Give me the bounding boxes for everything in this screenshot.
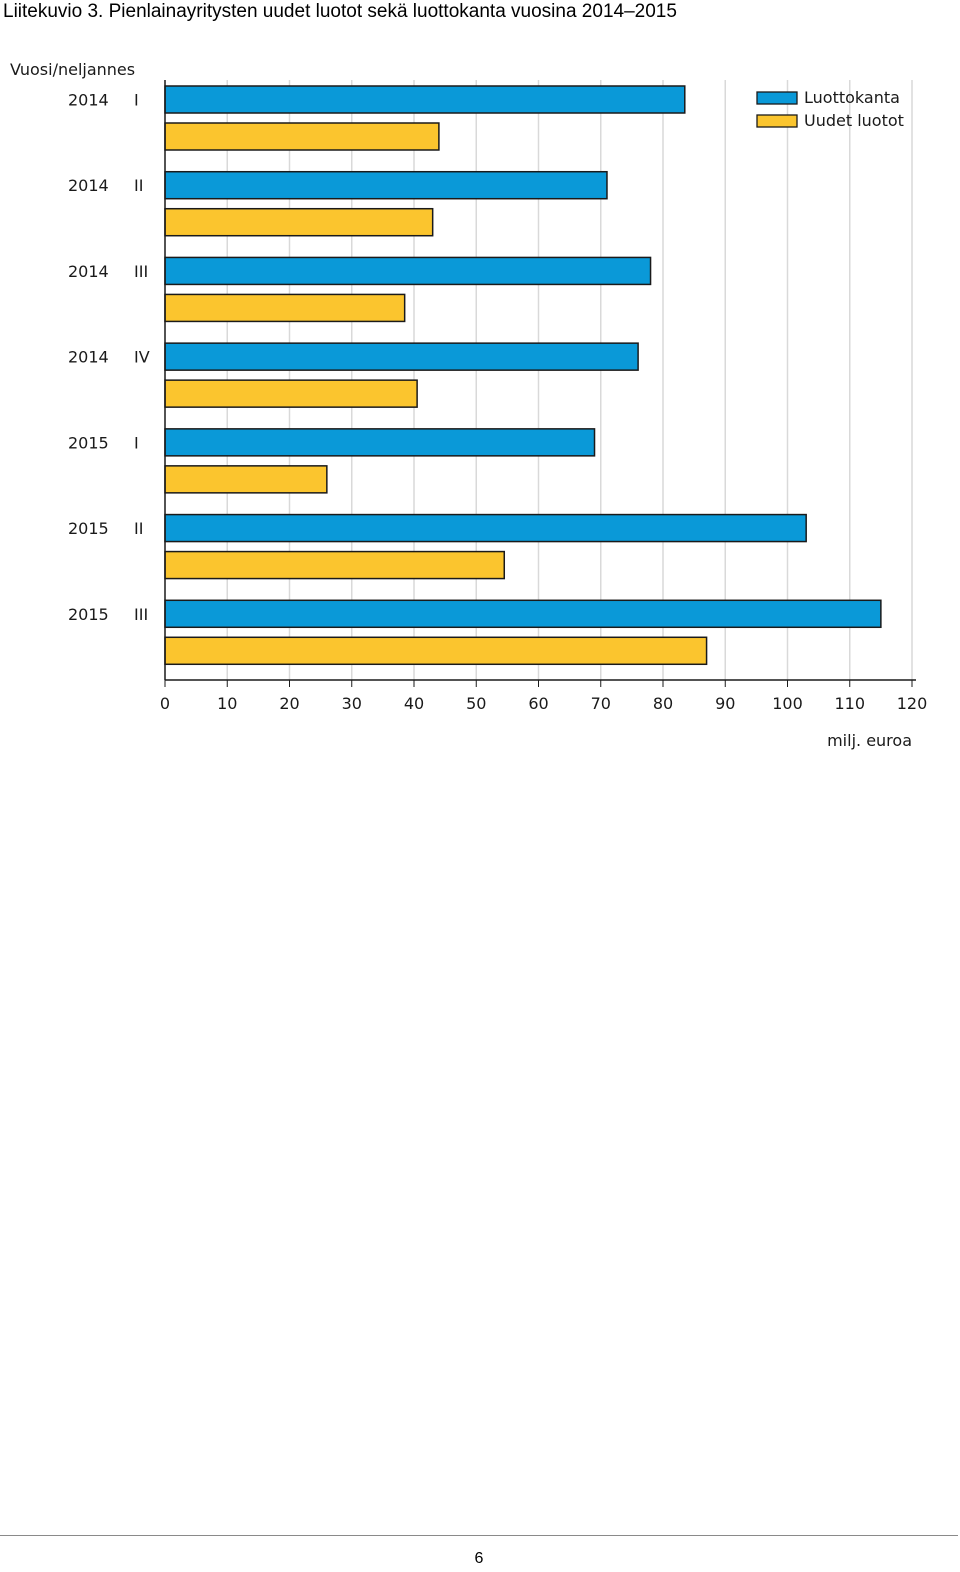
bar-luottokanta (164, 85, 686, 114)
category-quarter-label: I (134, 433, 139, 452)
category-labels: 2014 I 2014 II 2014 III 2014 IV 2015 I 2015 II 2015 I… (68, 91, 150, 624)
x-tick-label: 90 (715, 694, 735, 713)
legend: Luottokanta Uudet luotot (756, 88, 904, 130)
x-tick-label: 60 (528, 694, 548, 713)
category-axis-title: Vuosi/neljannes (10, 60, 135, 79)
category-year-label: 2015 (68, 433, 109, 452)
bar-uudet-luotot (164, 379, 418, 408)
x-tick-label: 10 (217, 694, 237, 713)
bar-luottokanta (164, 256, 652, 286)
category-quarter-label: III (134, 605, 148, 624)
bars (164, 85, 882, 666)
legend-swatch-luottokanta (756, 91, 798, 105)
x-tick-label: 110 (834, 694, 865, 713)
x-tick-label: 20 (279, 694, 299, 713)
bar-uudet-luotot (164, 550, 506, 580)
x-tick-label: 70 (591, 694, 611, 713)
bar-luottokanta (164, 513, 807, 543)
x-tick-label: 120 (897, 694, 928, 713)
category-year-label: 2014 (68, 91, 109, 110)
x-tick-label: 30 (342, 694, 362, 713)
x-tick-label: 50 (466, 694, 486, 713)
category-quarter-label: II (134, 519, 143, 538)
category-year-label: 2014 (68, 348, 109, 367)
figure-title: Liitekuvio 3. Pienlainayritysten uudet l… (3, 1, 677, 22)
category-year-label: 2015 (68, 605, 109, 624)
x-tick-label: 80 (653, 694, 673, 713)
legend-swatch-uudet-luotot (756, 114, 798, 128)
bar-uudet-luotot (164, 122, 440, 151)
bar-uudet-luotot (164, 636, 708, 666)
category-year-label: 2014 (68, 176, 109, 195)
category-quarter-label: IV (134, 348, 150, 367)
x-tick-label: 0 (160, 694, 170, 713)
bar-luottokanta (164, 170, 608, 200)
value-axis-unit: milj. euroa (827, 731, 912, 750)
category-quarter-label: II (134, 176, 143, 195)
category-year-label: 2015 (68, 519, 109, 538)
bar-luottokanta (164, 428, 596, 457)
page-number: 6 (474, 1550, 484, 1567)
axes: 0 10 20 30 40 50 60 70 80 90 100 110 120 (160, 80, 927, 713)
bar-luottokanta (164, 342, 639, 371)
x-tick-label: 100 (772, 694, 803, 713)
bar-uudet-luotot (164, 207, 434, 237)
category-year-label: 2014 (68, 262, 109, 281)
legend-label-luottokanta: Luottokanta (804, 88, 900, 107)
category-quarter-label: I (134, 91, 139, 110)
footer-divider (0, 1535, 958, 1536)
chart-container: 0 10 20 30 40 50 60 70 80 90 100 110 120 2014 I 2014 II… (0, 50, 960, 770)
bar-uudet-luotot (164, 293, 406, 323)
category-quarter-label: III (134, 262, 148, 281)
bar-luottokanta (164, 599, 882, 629)
x-tick-label: 40 (404, 694, 424, 713)
legend-label-uudet-luotot: Uudet luotot (804, 111, 904, 130)
bar-uudet-luotot (164, 465, 328, 494)
